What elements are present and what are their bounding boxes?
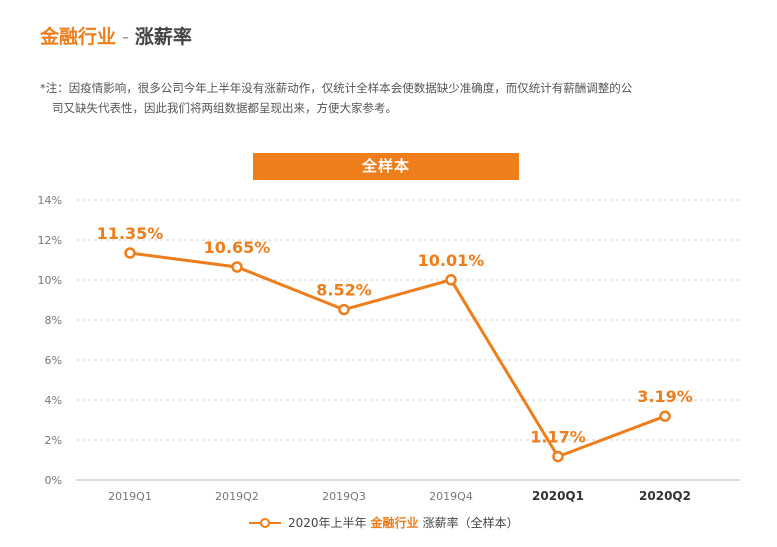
legend-industry: 金融行业 [370, 516, 419, 530]
legend-line-marker-icon [249, 517, 281, 528]
series-line [129, 251, 666, 459]
y-tick-label: 4% [45, 394, 62, 407]
x-tick-label: 2020Q1 [532, 489, 584, 503]
x-tick-label: 2019Q1 [108, 490, 152, 503]
y-tick-label: 2% [45, 434, 62, 447]
data-label: 8.52% [316, 281, 372, 300]
title-industry: 金融行业 [40, 26, 117, 48]
title-separator: - [122, 26, 129, 48]
data-point [659, 410, 671, 422]
data-label: 11.35% [97, 224, 164, 243]
data-point [124, 247, 136, 259]
footnote-line-2: 司又缺失代表性，因此我们将两组数据都呈现出来，方便大家参考。 [52, 101, 397, 115]
y-tick-label: 0% [45, 474, 62, 487]
y-tick-label: 6% [45, 354, 62, 367]
x-tick-label: 2019Q3 [322, 490, 366, 503]
chart-legend: 2020年上半年 金融行业 涨薪率（全样本） [248, 514, 519, 531]
chart-title-banner: 全样本 [253, 153, 519, 180]
data-point [231, 261, 243, 273]
legend-suffix: 涨薪率（全样本） [422, 516, 519, 530]
x-tick-label: 2020Q2 [639, 489, 691, 503]
title-metric: 涨薪率 [134, 26, 192, 48]
y-tick-label: 12% [38, 234, 62, 247]
data-point [552, 450, 564, 463]
x-tick-label: 2019Q4 [429, 490, 473, 503]
y-tick-label: 10% [38, 274, 62, 287]
data-point [338, 303, 350, 316]
footnote: *注：因疫情影响，很多公司今年上半年没有涨薪动作，仅统计全样本会使数据缺少准确度… [40, 78, 740, 118]
data-label: 10.65% [204, 238, 271, 257]
legend-prefix: 2020年上半年 [288, 516, 367, 530]
page-title: 金融行业 - 涨薪率 [40, 22, 192, 49]
data-label: 10.01% [418, 251, 485, 270]
data-point [445, 274, 457, 286]
y-tick-label: 8% [45, 314, 62, 327]
data-label: 3.19% [637, 387, 693, 406]
data-label: 1.17% [530, 428, 586, 447]
footnote-line-1: *注：因疫情影响，很多公司今年上半年没有涨薪动作，仅统计全样本会使数据缺少准确度… [40, 81, 633, 95]
x-tick-label: 2019Q2 [215, 490, 259, 503]
y-tick-label: 14% [38, 194, 62, 207]
